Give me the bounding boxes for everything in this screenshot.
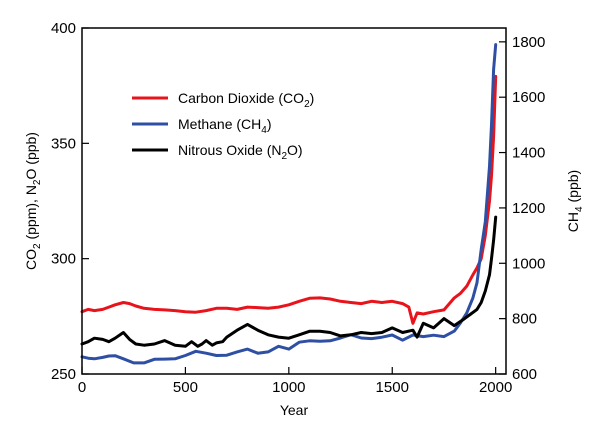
- x-axis-title: Year: [280, 402, 309, 418]
- x-tick-label: 1500: [376, 379, 409, 396]
- legend-item-ch4: Methane (CH4): [132, 116, 272, 136]
- left-y-axis-title: CO2 (ppm), N2O (ppb): [23, 132, 43, 270]
- left-y-tick-label: 300: [51, 251, 76, 268]
- legend: Carbon Dioxide (CO2) Methane (CH4) Nitro…: [132, 90, 314, 162]
- series-line-ch4: [80, 43, 498, 365]
- left-y-tick-label: 400: [51, 20, 76, 37]
- x-tick-label: 2000: [479, 379, 512, 396]
- legend-label-n2o: Nitrous Oxide (N2O): [178, 142, 303, 162]
- x-axis-ticks: 0 500 1000 1500 2000: [78, 367, 512, 396]
- right-y-axis-title: CH4 (ppb): [565, 170, 585, 232]
- right-y-tick-label: 1800: [512, 34, 545, 51]
- x-tick-label: 1000: [272, 379, 305, 396]
- legend-label-ch4: Methane (CH4): [178, 116, 272, 136]
- legend-item-co2: Carbon Dioxide (CO2): [132, 90, 314, 110]
- series-line-co2: [80, 74, 498, 325]
- series-line-n2o: [80, 215, 498, 348]
- left-y-tick-label: 350: [51, 135, 76, 152]
- right-y-tick-label: 1400: [512, 145, 545, 162]
- right-y-tick-label: 1600: [512, 89, 545, 106]
- right-y-tick-label: 1000: [512, 255, 545, 272]
- x-tick-label: 500: [173, 379, 198, 396]
- right-y-tick-label: 1200: [512, 200, 545, 217]
- left-y-axis-ticks: 250 300 350 400: [51, 20, 89, 383]
- legend-item-n2o: Nitrous Oxide (N2O): [132, 142, 303, 162]
- left-y-tick-label: 250: [51, 366, 76, 383]
- series-lines: [80, 43, 498, 365]
- legend-label-co2: Carbon Dioxide (CO2): [178, 90, 314, 110]
- right-y-tick-label: 600: [512, 366, 537, 383]
- right-y-axis-ticks: 600 800 1000 1200 1400 1600 1800: [499, 34, 545, 383]
- plot-frame: [81, 27, 507, 375]
- right-y-tick-label: 800: [512, 311, 537, 328]
- x-tick-label: 0: [78, 379, 86, 396]
